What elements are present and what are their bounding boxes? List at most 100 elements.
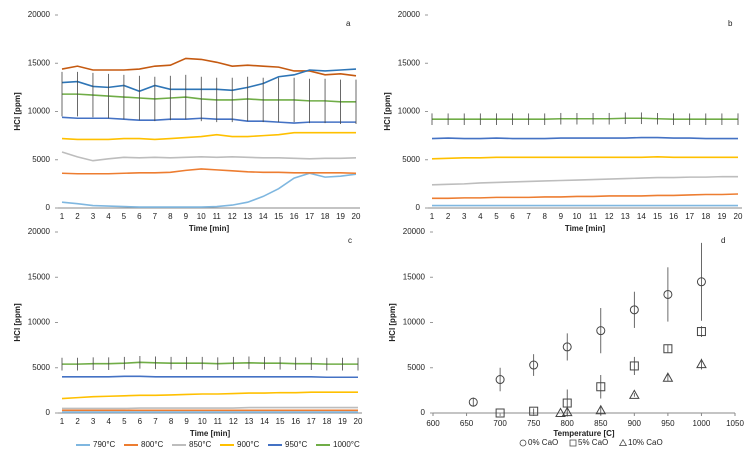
marker	[529, 406, 539, 416]
legend-label: 1000°C	[333, 440, 360, 449]
marker	[495, 408, 505, 418]
marker	[696, 277, 706, 287]
legend-marker	[519, 439, 527, 447]
y-axis-title: HCl [ppm]	[383, 92, 392, 131]
y-tick-label: 0	[416, 203, 421, 212]
line	[61, 172, 357, 208]
y-tick-label: 15000	[28, 58, 51, 67]
y-axis-title: HCl [ppm]	[13, 303, 22, 342]
x-tick-label: 17	[307, 417, 316, 426]
x-tick-label: 10	[572, 212, 581, 221]
legend-label: 950°C	[285, 440, 308, 449]
x-axis-title: Time [min]	[565, 224, 606, 233]
x-tick-label: 7	[526, 212, 531, 221]
x-tick-label: 9	[184, 212, 189, 221]
x-tick-label: 15	[274, 212, 283, 221]
x-tick-label: 18	[701, 212, 710, 221]
line	[432, 117, 738, 121]
x-tick-label: 19	[338, 417, 347, 426]
y-tick-label: 0	[46, 408, 51, 417]
x-tick-label: 4	[107, 417, 112, 426]
legend-label: 10% CaO	[628, 438, 663, 447]
x-tick-label: 17	[685, 212, 694, 221]
x-tick-label: 16	[291, 417, 300, 426]
x-tick-label: 3	[91, 417, 96, 426]
marker	[629, 361, 639, 371]
panel-label: a	[346, 19, 351, 28]
marker	[696, 358, 707, 369]
line	[431, 136, 738, 140]
line	[62, 406, 358, 410]
x-tick-label: 12	[605, 212, 614, 221]
x-tick-label: 7	[153, 417, 158, 426]
x-tick-label: 600	[426, 419, 440, 428]
line	[61, 57, 357, 77]
x-tick-label: 750	[527, 419, 541, 428]
x-tick-label: 2	[75, 417, 80, 426]
x-tick-label: 900	[628, 419, 642, 428]
x-tick-label: 3	[91, 212, 96, 221]
x-tick-label: 8	[168, 212, 173, 221]
marker	[596, 326, 606, 336]
marker	[561, 406, 573, 417]
x-tick-label: 20	[734, 212, 743, 221]
x-tick-label: 1	[430, 212, 435, 221]
x-tick-label: 14	[637, 212, 646, 221]
line	[431, 175, 738, 186]
x-tick-label: 15	[276, 417, 285, 426]
panel-label: d	[721, 236, 725, 245]
line	[61, 391, 358, 400]
line	[61, 68, 357, 93]
line	[62, 375, 358, 379]
x-tick-label: 19	[336, 212, 345, 221]
x-tick-label: 6	[137, 212, 142, 221]
marker	[696, 327, 706, 337]
x-tick-label: 14	[260, 417, 269, 426]
x-tick-label: 4	[106, 212, 111, 221]
x-tick-label: 950	[661, 419, 675, 428]
x-tick-label: 20	[352, 212, 361, 221]
x-tick-label: 5	[494, 212, 499, 221]
y-tick-label: 5000	[32, 155, 50, 164]
x-tick-label: 4	[478, 212, 483, 221]
x-tick-label: 18	[321, 212, 330, 221]
marker	[495, 375, 505, 385]
marker	[562, 342, 572, 352]
marker	[628, 389, 640, 399]
x-tick-label: 800	[561, 419, 575, 428]
line	[61, 168, 357, 175]
x-tick-label: 13	[621, 212, 630, 221]
x-tick-label: 8	[543, 212, 548, 221]
y-tick-label: 5000	[407, 363, 425, 372]
x-tick-label: 9	[559, 212, 564, 221]
y-tick-label: 10000	[403, 318, 426, 327]
legend-label: 800°C	[141, 440, 164, 449]
y-tick-label: 5000	[32, 363, 50, 372]
x-tick-label: 7	[153, 212, 158, 221]
line	[61, 151, 357, 162]
y-tick-label: 0	[46, 203, 51, 212]
x-tick-label: 3	[462, 212, 467, 221]
x-tick-label: 6	[510, 212, 515, 221]
legend-label: 900°C	[237, 440, 260, 449]
y-tick-label: 5000	[402, 155, 420, 164]
y-tick-label: 15000	[28, 272, 51, 281]
marker	[555, 407, 566, 417]
marker	[663, 289, 673, 299]
x-tick-label: 10	[198, 417, 207, 426]
x-tick-label: 1000	[693, 419, 711, 428]
panel-label: c	[348, 236, 352, 245]
marker	[663, 344, 673, 354]
marker	[529, 360, 539, 370]
x-axis-title: Time [min]	[190, 429, 231, 438]
legend-label: 850°C	[189, 440, 212, 449]
y-tick-label: 20000	[28, 227, 51, 236]
panel-label: b	[728, 19, 733, 28]
x-tick-label: 700	[493, 419, 507, 428]
x-tick-label: 16	[290, 212, 299, 221]
x-tick-label: 20	[354, 417, 363, 426]
y-tick-label: 20000	[28, 10, 51, 19]
x-tick-label: 8	[169, 417, 174, 426]
legend-label: 790°C	[93, 440, 116, 449]
